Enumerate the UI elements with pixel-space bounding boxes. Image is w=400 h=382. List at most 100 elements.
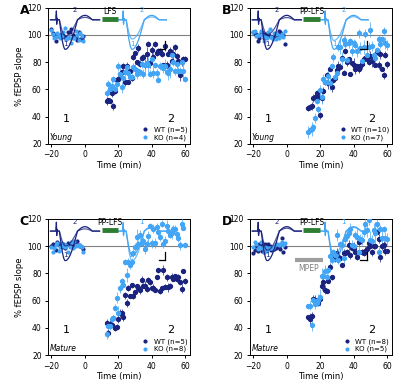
Point	[53, 38, 59, 44]
Point	[267, 26, 273, 32]
Point	[80, 38, 86, 44]
Point	[264, 246, 270, 252]
Text: 1: 1	[63, 114, 70, 124]
Point	[59, 244, 65, 251]
Point	[50, 249, 56, 255]
Text: 2: 2	[368, 325, 376, 335]
Point	[66, 242, 73, 248]
Point	[57, 243, 64, 249]
Point	[252, 247, 258, 253]
Point	[63, 36, 70, 42]
X-axis label: Time (min): Time (min)	[96, 372, 142, 381]
Point	[280, 248, 287, 254]
X-axis label: Time (min): Time (min)	[298, 372, 344, 381]
Point	[262, 244, 268, 250]
Point	[260, 34, 267, 40]
Point	[270, 36, 276, 42]
Point	[273, 31, 279, 37]
Point	[270, 245, 276, 251]
Point	[57, 244, 64, 250]
Text: Mature: Mature	[252, 344, 278, 353]
Point	[66, 35, 73, 41]
Point	[271, 243, 278, 249]
Point	[74, 32, 80, 39]
Point	[282, 40, 288, 47]
Point	[252, 28, 258, 34]
Legend: WT (n=5), KO (n=4): WT (n=5), KO (n=4)	[138, 126, 188, 142]
Legend: WT (n=8), KO (n=5): WT (n=8), KO (n=5)	[340, 337, 390, 353]
Point	[265, 31, 272, 37]
Point	[78, 244, 85, 250]
Point	[65, 29, 71, 35]
Point	[273, 241, 279, 248]
Point	[54, 30, 60, 36]
Point	[54, 239, 60, 245]
Point	[256, 35, 262, 41]
Point	[254, 38, 261, 44]
Point	[279, 239, 285, 245]
Point	[277, 241, 284, 247]
Text: LFS: LFS	[103, 7, 116, 16]
Point	[80, 246, 86, 252]
Point	[68, 243, 74, 249]
Point	[71, 33, 77, 39]
Point	[66, 29, 73, 35]
Point	[60, 32, 67, 38]
Point	[267, 33, 273, 39]
Point	[51, 245, 58, 251]
Point	[57, 34, 64, 40]
Point	[260, 249, 267, 255]
Point	[72, 239, 79, 245]
Point	[62, 245, 68, 251]
Point	[50, 241, 56, 248]
Text: 2: 2	[167, 114, 174, 124]
Point	[268, 247, 274, 253]
Point	[270, 34, 276, 40]
Point	[268, 34, 274, 40]
X-axis label: Time (min): Time (min)	[96, 160, 142, 170]
Point	[274, 31, 281, 37]
Point	[259, 248, 266, 254]
Text: Mature: Mature	[50, 344, 77, 353]
Point	[71, 36, 77, 42]
Point	[270, 246, 276, 252]
Point	[264, 31, 270, 37]
Point	[78, 36, 85, 42]
Point	[259, 29, 266, 36]
Point	[50, 31, 56, 37]
Point	[62, 34, 68, 40]
Point	[77, 243, 83, 249]
Point	[256, 32, 262, 38]
Point	[75, 243, 82, 249]
Point	[80, 32, 86, 39]
Point	[60, 241, 67, 247]
Point	[62, 25, 68, 31]
Point	[53, 247, 59, 253]
Point	[65, 34, 71, 40]
Point	[51, 32, 58, 38]
Point	[250, 29, 256, 36]
Point	[53, 34, 59, 40]
Point	[258, 239, 264, 245]
Point	[274, 244, 281, 251]
Point	[63, 242, 70, 248]
Point	[279, 31, 285, 37]
Point	[69, 245, 76, 251]
Point	[271, 31, 278, 37]
Point	[273, 245, 279, 251]
Point	[277, 33, 284, 39]
Point	[59, 34, 65, 40]
Point	[253, 243, 260, 249]
Point	[48, 27, 54, 33]
Point	[254, 246, 261, 252]
Point	[59, 240, 65, 246]
Point	[56, 240, 62, 246]
Point	[74, 242, 80, 248]
X-axis label: Time (min): Time (min)	[298, 160, 344, 170]
Point	[60, 243, 67, 249]
Text: D: D	[222, 215, 232, 228]
Point	[69, 32, 76, 38]
Point	[71, 243, 77, 249]
Point	[265, 29, 272, 36]
Text: MPEP: MPEP	[298, 264, 319, 273]
